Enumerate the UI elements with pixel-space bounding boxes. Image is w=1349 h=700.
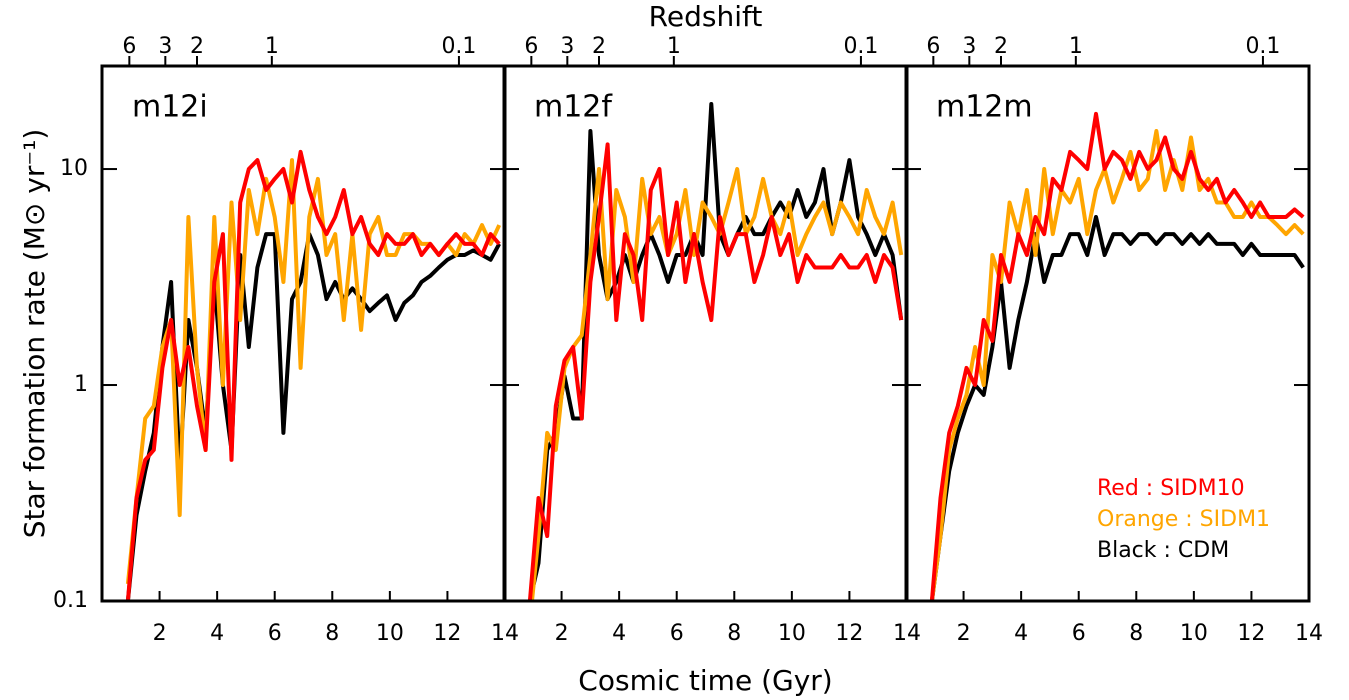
x2-tick-label: 2: [994, 34, 1008, 59]
x2-tick-label: 0.1: [1245, 34, 1280, 59]
y-tick-label: 0.1: [53, 588, 88, 613]
x-tick-label: 2: [555, 621, 569, 646]
x-tick-label: 14: [893, 621, 921, 646]
x-tick-label: 4: [1014, 621, 1028, 646]
x-tick-label: 12: [835, 621, 863, 646]
x-tick-label: 4: [210, 621, 224, 646]
sfr-line: [125, 149, 501, 601]
x-tick-label: 10: [778, 621, 806, 646]
x-tick-label: 14: [491, 621, 519, 646]
sfr-line: [125, 232, 501, 601]
x2-tick-label: 3: [962, 34, 976, 59]
sfr-line: [529, 167, 904, 601]
x2-tick-label: 0.1: [843, 34, 878, 59]
x-tick-label: 6: [670, 621, 684, 646]
x2-tick-label: 3: [158, 34, 172, 59]
x-tick-label: 4: [612, 621, 626, 646]
x2-tick-label: 3: [560, 34, 574, 59]
x2-tick-label: 2: [592, 34, 606, 59]
y-tick-label: 1: [74, 372, 88, 397]
x2-tick-label: 6: [926, 34, 940, 59]
sfr-line: [929, 111, 1305, 601]
panel-title: m12m: [936, 90, 1033, 125]
x-tick-label: 10: [376, 621, 404, 646]
x2-tick-label: 0.1: [441, 34, 476, 59]
x-tick-label: 14: [1295, 621, 1323, 646]
x2-tick-label: 6: [524, 34, 538, 59]
legend-entry: Red : SIDM10: [1097, 476, 1245, 501]
x-axis-label: Cosmic time (Gyr): [578, 664, 832, 697]
x2-axis-label: Redshift: [649, 0, 763, 33]
sfr-line: [929, 129, 1305, 601]
legend-entry: Black : CDM: [1097, 538, 1229, 563]
panel-title: m12f: [534, 90, 613, 125]
panel-frame: [904, 64, 1311, 603]
x2-tick-label: 1: [265, 34, 279, 59]
x-tick-label: 12: [1237, 621, 1265, 646]
x2-tick-label: 1: [667, 34, 681, 59]
y-tick-label: 10: [60, 156, 88, 181]
y-axis-label: Star formation rate (M⊙ yr⁻¹): [18, 129, 51, 539]
x-tick-label: 10: [1180, 621, 1208, 646]
x-tick-label: 6: [1072, 621, 1086, 646]
x-tick-label: 2: [957, 621, 971, 646]
legend-entry: Orange : SIDM1: [1097, 507, 1270, 532]
panel-frame: [502, 64, 909, 603]
x2-tick-label: 1: [1069, 34, 1083, 59]
x-tick-label: 8: [325, 621, 339, 646]
x-tick-label: 6: [268, 621, 282, 646]
x2-tick-label: 6: [122, 34, 136, 59]
x-tick-label: 2: [153, 621, 167, 646]
panel-title: m12i: [132, 90, 208, 125]
x2-tick-label: 2: [190, 34, 204, 59]
x-tick-label: 8: [1129, 621, 1143, 646]
x-tick-label: 8: [727, 621, 741, 646]
sfr-line: [527, 142, 904, 601]
x-tick-label: 12: [433, 621, 461, 646]
